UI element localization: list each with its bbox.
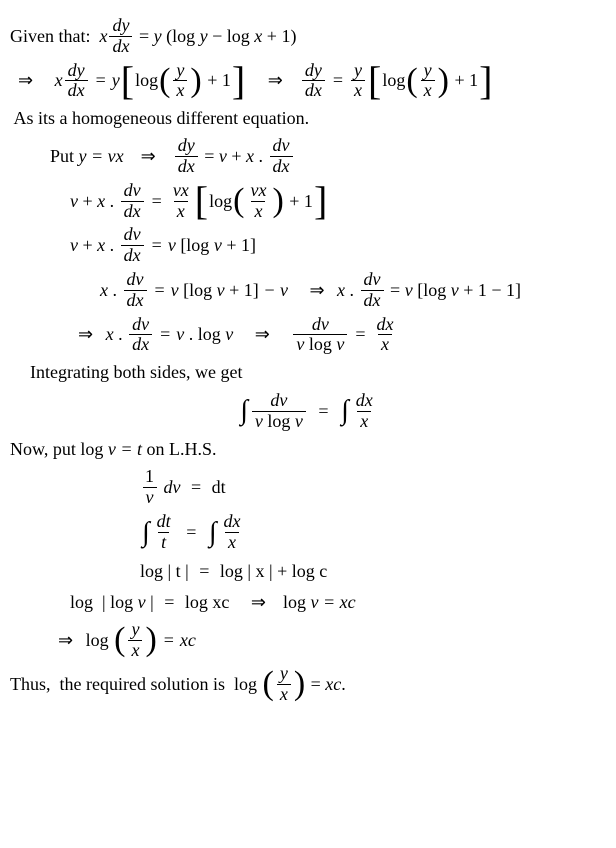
lparen-icon: (	[159, 66, 170, 97]
step-13: log | t | = log | x | + log c	[140, 558, 606, 585]
step-7: x . dv dx = v [log v + 1] − v ⇒ x . dv d…	[100, 270, 606, 311]
homogeneous-note: As its a homogeneous different equation.	[10, 105, 606, 132]
given-line: Given that: x dy dx = y (log y − log x +…	[10, 16, 606, 57]
implies-icon: ⇒	[78, 321, 93, 348]
frac-dy-dx: dy dx	[109, 16, 132, 57]
substitution-t: Now, put log v = t on L.H.S.	[10, 436, 606, 463]
integral-line-1: ∫ dv v log v = ∫ dx x	[10, 390, 606, 432]
integral-icon: ∫	[341, 390, 349, 432]
rbracket-icon: ]	[232, 63, 245, 99]
integral-icon: ∫	[209, 512, 217, 554]
step-12: ∫ dt t = ∫ dx x	[140, 512, 606, 554]
implies-icon: ⇒	[141, 143, 156, 170]
step-11: 1 v dv = dt	[140, 467, 606, 508]
step-15: ⇒ log ( y x ) = xc	[50, 620, 606, 661]
step-5: v + x . dv dx = vx x [ log ( vx x ) + 1 …	[70, 181, 606, 222]
integral-icon: ∫	[240, 390, 248, 432]
lbracket-icon: [	[121, 63, 134, 99]
implies-icon: ⇒	[18, 67, 33, 94]
step-8: ⇒ x . dv dx = v . log v ⇒ dv v log v = d…	[70, 315, 606, 356]
equals: =	[134, 23, 153, 50]
integrating-text: Integrating both sides, we get	[30, 359, 606, 386]
given-text: Given that:	[10, 23, 90, 50]
rparen-icon: )	[190, 66, 201, 97]
implies-icon: ⇒	[58, 627, 73, 654]
step-2: ⇒ x dy dx = y [ log ( y x ) + 1 ] ⇒ dy d…	[10, 61, 606, 102]
step-6: v + x . dv dx = v [log v + 1]	[70, 225, 606, 266]
integral-icon: ∫	[142, 512, 150, 554]
implies-icon: ⇒	[251, 589, 266, 616]
conclusion: Thus, the required solution is log ( y x…	[10, 664, 606, 705]
x: x	[99, 23, 107, 50]
implies-icon: ⇒	[268, 67, 283, 94]
implies-icon: ⇒	[255, 321, 270, 348]
step-14: log | log v | = log xc ⇒ log v = xc	[70, 589, 606, 616]
implies-icon: ⇒	[309, 277, 324, 304]
substitution-line: Put y = vx ⇒ dy dx = v + x . dv dx	[50, 136, 606, 177]
